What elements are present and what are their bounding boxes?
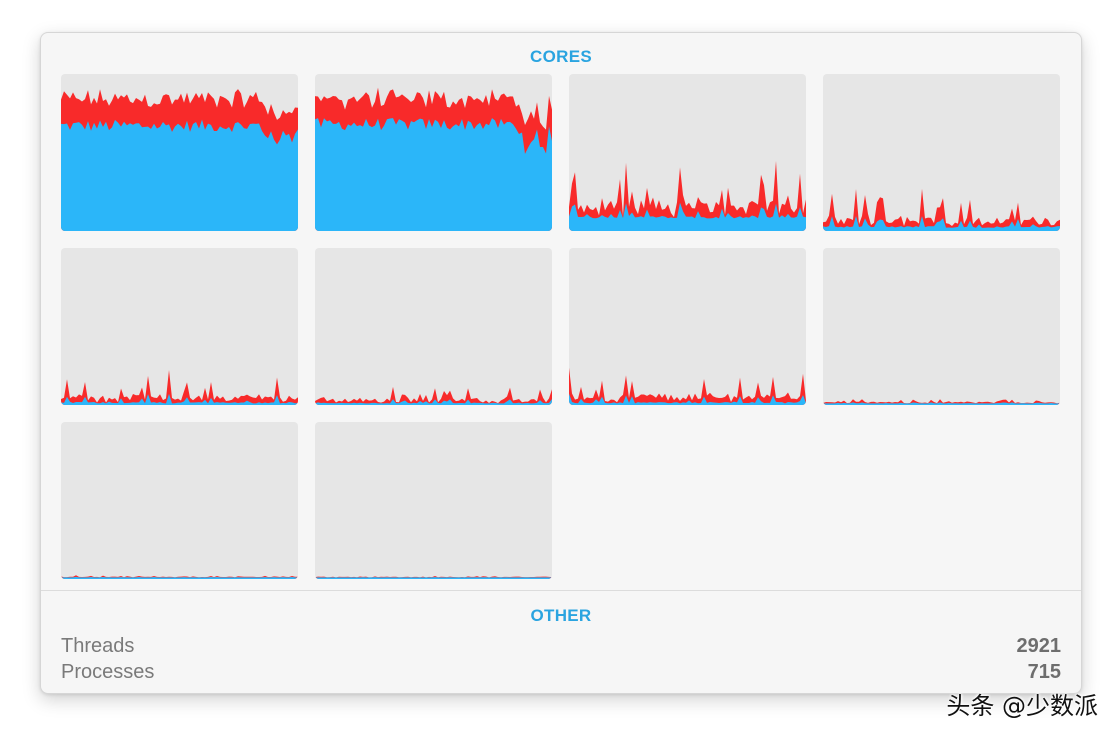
watermark-text: 头条 @少数派 <box>946 692 1098 720</box>
core-graph-1 <box>61 74 298 231</box>
section-divider <box>41 590 1081 591</box>
user-usage-area <box>823 402 1060 405</box>
system-usage-area <box>315 386 552 405</box>
processes-label: Processes <box>61 661 155 683</box>
user-usage-area <box>315 399 552 405</box>
threads-label: Threads <box>61 635 135 657</box>
user-usage-area <box>61 576 298 579</box>
user-usage-area <box>569 202 806 231</box>
user-usage-area <box>569 393 806 405</box>
user-usage-area <box>61 393 298 405</box>
cpu-usage-panel: CORES OTHER Threads 2921 Processes 715 <box>40 32 1082 694</box>
system-usage-area <box>61 370 298 405</box>
threads-value: 2921 <box>1016 635 1062 657</box>
other-section-title: OTHER <box>530 606 592 625</box>
core-graph-7 <box>569 248 806 405</box>
core-graph-9 <box>61 422 298 579</box>
user-usage-area <box>61 119 298 231</box>
stat-row-threads: Threads 2921 <box>61 635 1061 661</box>
processes-value: 715 <box>1027 661 1061 683</box>
user-usage-area <box>823 216 1060 231</box>
user-usage-area <box>315 577 552 579</box>
core-graph-6 <box>315 248 552 405</box>
user-usage-area <box>315 118 552 231</box>
core-graph-2 <box>315 74 552 231</box>
core-graph-4 <box>823 74 1060 231</box>
cores-section-title: CORES <box>530 47 592 66</box>
core-graph-10 <box>315 422 552 579</box>
core-graph-3 <box>569 74 806 231</box>
system-usage-area <box>569 367 806 405</box>
stat-row-processes: Processes 715 <box>61 661 1061 687</box>
core-graph-8 <box>823 248 1060 405</box>
core-graph-5 <box>61 248 298 405</box>
